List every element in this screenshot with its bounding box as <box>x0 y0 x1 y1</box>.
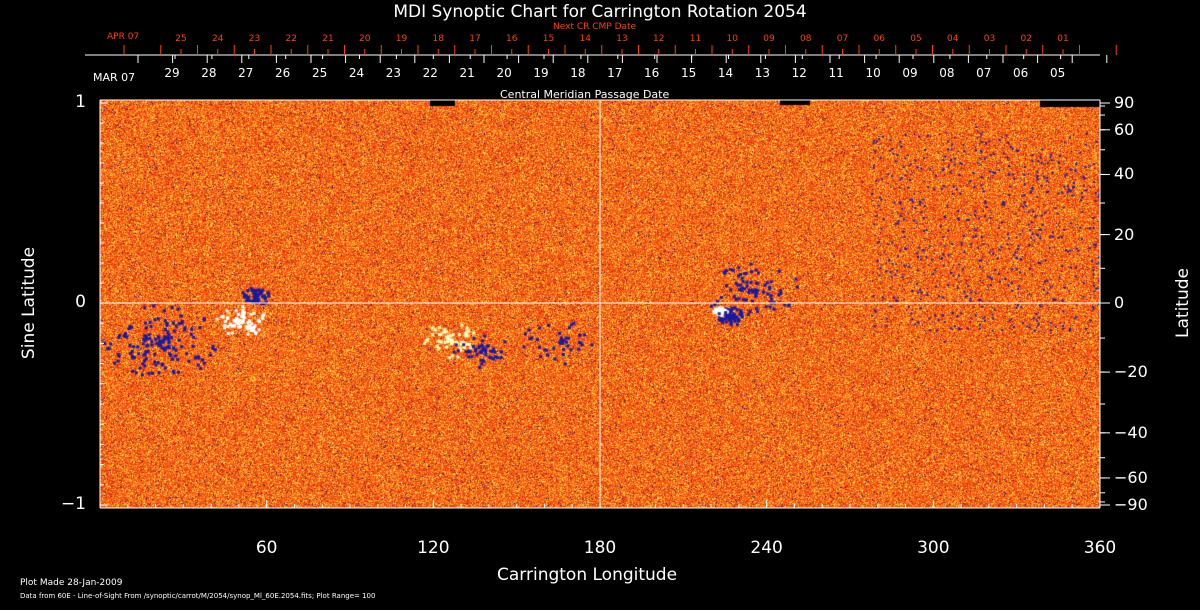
cmp-date-label: 29 <box>164 66 180 80</box>
cmp-date-label: 27 <box>238 66 254 80</box>
next-date-label: 02 <box>1020 34 1032 44</box>
plot-made-note: Plot Made 28-Jan-2009 <box>20 578 123 588</box>
y-left-tick-label: −1 <box>60 494 86 514</box>
cmp-date-label: 11 <box>828 66 844 80</box>
cmp-date-label: 18 <box>570 66 586 80</box>
cmp-date-label: 12 <box>791 66 807 80</box>
next-date-label: 10 <box>726 34 738 44</box>
cmp-date-label: 06 <box>1013 66 1029 80</box>
next-date-label: 01 <box>1057 34 1069 44</box>
cmp-date-label: 26 <box>275 66 291 80</box>
next-date-label: 08 <box>800 34 812 44</box>
next-month-label: APR 07 <box>107 32 140 42</box>
cmp-date-label: 28 <box>201 66 217 80</box>
next-cr-label: Next CR CMP Date <box>553 22 637 32</box>
y-right-tick-label: 20 <box>1114 224 1135 244</box>
cmp-date-label: 08 <box>939 66 955 80</box>
cmp-date-label: 13 <box>754 66 771 80</box>
x-axis-label: Carrington Longitude <box>497 565 678 585</box>
next-date-label: 03 <box>983 34 996 44</box>
y-right-tick-label: −40 <box>1114 422 1148 442</box>
next-date-label: 06 <box>873 34 885 44</box>
cmp-date-label: 25 <box>311 66 328 80</box>
next-date-label: 21 <box>322 34 334 44</box>
y-right-tick-label: 40 <box>1114 164 1135 184</box>
y-right-tick-label: −20 <box>1114 362 1148 382</box>
next-date-label: 09 <box>763 34 775 44</box>
cmp-date-label: 16 <box>644 66 660 80</box>
next-date-label: 23 <box>248 34 261 44</box>
y-axis-label-left: Sine Latitude <box>19 246 40 360</box>
cmp-date-label: 05 <box>1049 66 1066 80</box>
y-right-tick-label: 60 <box>1114 119 1135 139</box>
next-date-label: 07 <box>836 34 849 44</box>
next-date-label: 11 <box>689 34 702 44</box>
next-date-label: 24 <box>212 34 224 44</box>
cmp-month-label: MAR 07 <box>93 71 136 84</box>
cmp-axis-label: Central Meridian Passage Date <box>500 88 670 101</box>
cmp-date-label: 09 <box>902 66 918 80</box>
cmp-date-label: 21 <box>459 66 475 80</box>
cmp-date-label: 14 <box>717 66 734 80</box>
next-date-label: 04 <box>947 34 959 44</box>
x-tick-label: 120 <box>417 538 450 558</box>
y-right-tick-label: 90 <box>1114 93 1135 112</box>
cmp-date-label: 17 <box>607 66 623 80</box>
y-right-tick-label: 0 <box>1114 293 1125 312</box>
cmp-date-label: 22 <box>422 66 438 80</box>
next-date-label: 14 <box>579 34 591 44</box>
next-date-label: 25 <box>175 34 187 44</box>
next-date-label: 17 <box>469 34 481 44</box>
cmp-date-label: 19 <box>533 66 549 80</box>
y-axis-label-right: Latitude <box>1172 268 1193 338</box>
cmp-date-label: 10 <box>865 66 881 80</box>
cmp-date-label: 23 <box>385 66 402 80</box>
next-date-label: 12 <box>653 34 665 44</box>
y-right-tick-label: −90 <box>1114 495 1148 514</box>
x-tick-label: 60 <box>255 538 278 558</box>
next-date-label: 20 <box>359 34 371 44</box>
next-date-label: 13 <box>616 34 628 44</box>
y-left-tick-label: 1 <box>75 92 86 112</box>
y-right-tick-label: −60 <box>1114 467 1148 487</box>
cmp-date-label: 07 <box>976 66 992 80</box>
cmp-date-label: 15 <box>680 66 697 80</box>
next-date-label: 18 <box>432 34 444 44</box>
cmp-date-label: 20 <box>496 66 512 80</box>
next-date-label: 16 <box>506 34 518 44</box>
chart-title: MDI Synoptic Chart for Carrington Rotati… <box>393 2 807 22</box>
next-date-label: 05 <box>910 34 922 44</box>
y-left-tick-label: 0 <box>75 292 86 312</box>
next-date-label: 19 <box>395 34 408 44</box>
x-tick-label: 300 <box>917 538 950 558</box>
cmp-date-label: 24 <box>348 66 365 80</box>
x-tick-label: 180 <box>583 538 617 558</box>
next-date-label: 22 <box>285 34 297 44</box>
data-source-note: Data from 60E - Line-of-Sight From /syno… <box>20 592 376 600</box>
x-tick-label: 240 <box>750 538 783 558</box>
x-tick-label: 360 <box>1083 538 1117 558</box>
next-date-label: 15 <box>542 34 555 44</box>
